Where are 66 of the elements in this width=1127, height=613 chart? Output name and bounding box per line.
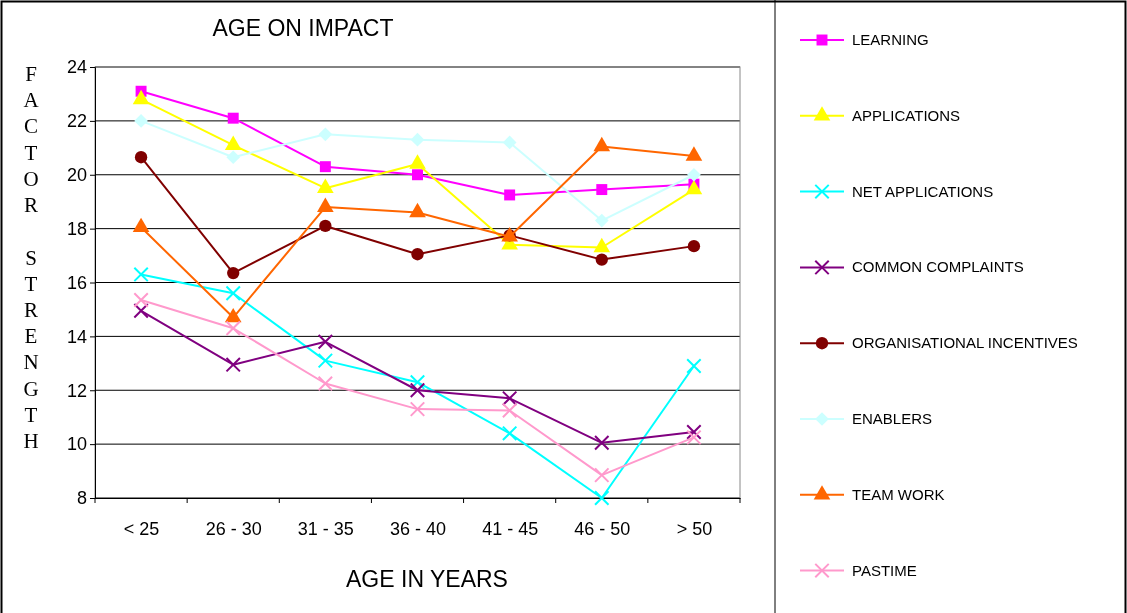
point [595, 253, 608, 266]
point [504, 189, 516, 201]
x-tick-label: < 25 [123, 518, 160, 539]
y-tick-label: 16 [66, 272, 87, 293]
point [133, 266, 149, 283]
point [133, 292, 149, 308]
y-tick-label: 10 [66, 434, 87, 455]
point [501, 402, 518, 419]
legend-label: TEAM WORK [852, 485, 945, 503]
point [686, 429, 702, 446]
point [227, 112, 239, 124]
legend-label: ENABLERS [852, 410, 933, 427]
point [226, 150, 241, 165]
x-tick-label: 46 - 50 [574, 518, 631, 539]
point [409, 382, 426, 398]
x-axis-title: AGE IN YEARS [346, 566, 508, 592]
legend-label: ORGANISATIONAL INCENTIVES [852, 334, 1078, 352]
point [596, 184, 608, 196]
point [686, 358, 702, 374]
point [317, 375, 334, 392]
point [318, 127, 333, 142]
legend-label: NET APPLICATIONS [852, 182, 994, 200]
legend-label: APPLICATIONS [852, 106, 961, 124]
x-tick-label: 31 - 35 [297, 518, 354, 539]
point [411, 248, 424, 261]
point [225, 285, 241, 302]
chart-title: AGE ON IMPACT [212, 15, 394, 41]
y-tick-label: 22 [66, 111, 87, 132]
y-tick-label: 20 [66, 165, 87, 186]
point [227, 266, 240, 280]
point [594, 490, 610, 506]
point [687, 239, 701, 253]
x-tick-label: 41 - 45 [482, 518, 539, 539]
y-tick-label: 18 [66, 218, 87, 239]
y-tick-label: 12 [66, 380, 87, 401]
text: FACTOR STRENGTH [23, 62, 39, 453]
point [410, 132, 425, 147]
x-tick-label: > 50 [676, 518, 713, 539]
point [134, 151, 148, 164]
legend-label: PASTIME [852, 561, 917, 579]
point [687, 167, 701, 182]
point [409, 401, 426, 417]
point [594, 467, 610, 483]
x-tick-label: 26 - 30 [205, 518, 262, 539]
legend-label: COMMON COMPLAINTS [852, 258, 1024, 276]
point [317, 334, 334, 350]
point [594, 435, 610, 451]
point [412, 169, 423, 181]
point [134, 114, 148, 128]
point [225, 320, 241, 337]
point [319, 219, 332, 233]
point [409, 374, 426, 390]
point [317, 352, 334, 369]
y-tick-label: 14 [66, 326, 87, 347]
point [133, 303, 149, 319]
y-tick-label: 8 [76, 488, 87, 509]
point [502, 135, 517, 150]
point [501, 425, 518, 442]
point [686, 424, 702, 440]
y-tick-label: 24 [66, 57, 87, 78]
point [319, 161, 331, 173]
legend-label: LEARNING [852, 31, 929, 48]
x-tick-label: 36 - 40 [389, 518, 447, 539]
point [594, 213, 609, 228]
point [501, 390, 518, 407]
point [225, 356, 241, 373]
